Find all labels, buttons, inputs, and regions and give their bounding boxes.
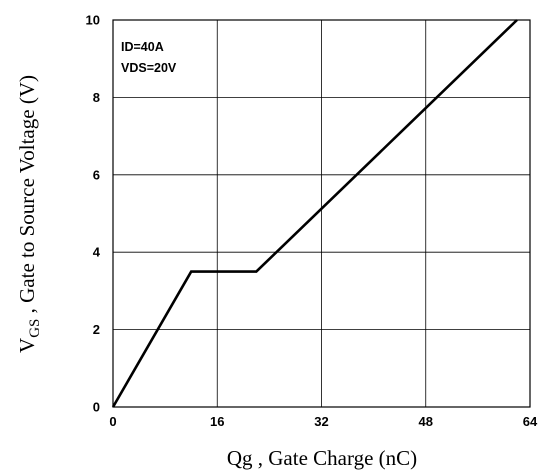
annotation-id: ID=40A: [121, 40, 164, 54]
y-axis-title-sub: GS: [27, 319, 43, 338]
y-tick-label-2: 4: [93, 245, 101, 260]
y-axis-ticks: 0 2 4 6 8 10: [86, 13, 101, 415]
y-tick-label-5: 10: [86, 13, 100, 28]
y-tick-label-3: 6: [93, 167, 100, 182]
y-tick-label-0: 0: [93, 400, 100, 415]
y-tick-label-4: 8: [93, 90, 100, 105]
series-line: [111, 19, 518, 408]
x-tick-label-3: 48: [419, 414, 433, 429]
x-tick-label-2: 32: [314, 414, 328, 429]
y-axis-title-v: V: [15, 338, 39, 353]
annotation-vds: VDS=20V: [121, 61, 177, 75]
plot-frame: [112, 19, 531, 408]
x-axis-ticks: 0 16 32 48 64: [109, 414, 538, 429]
grid: [112, 19, 531, 408]
y-axis-title: VGS , Gate to Source Voltage (V): [15, 75, 43, 353]
y-tick-label-1: 2: [93, 322, 100, 337]
x-tick-label-4: 64: [523, 414, 538, 429]
y-axis-title-rest: , Gate to Source Voltage (V): [15, 75, 39, 319]
x-axis-title: Qg , Gate Charge (nC): [227, 446, 417, 470]
x-tick-label-0: 0: [109, 414, 116, 429]
x-tick-label-1: 16: [210, 414, 224, 429]
